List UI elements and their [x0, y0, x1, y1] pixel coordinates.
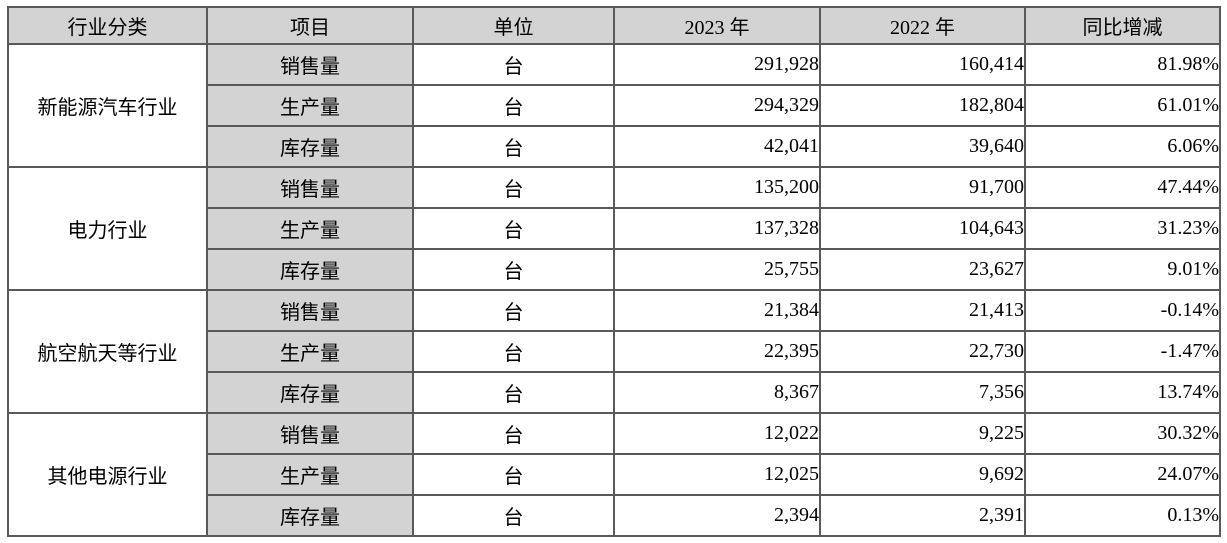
unit-cell: 台: [412, 125, 615, 168]
item-cell: 生产量: [206, 207, 414, 250]
industry-cell: 航空航天等行业: [7, 289, 208, 414]
table-row: 生产量 台 137,328 104,643 31.23%: [8, 207, 1221, 250]
industry-cell: 其他电源行业: [7, 412, 208, 537]
table-row: 电力行业 销售量 台 135,200 91,700 47.44%: [7, 166, 1221, 291]
item-cell: 销售量: [206, 166, 414, 209]
unit-cell: 台: [412, 453, 615, 496]
unit-cell: 台: [412, 84, 615, 127]
table-row: 库存量 台 8,367 7,356 13.74%: [8, 371, 1221, 414]
table-row: 库存量 台 25,755 23,627 9.01%: [8, 248, 1221, 291]
yoy-cell: 81.98%: [1024, 43, 1221, 86]
value-2023-cell: 135,200: [613, 166, 821, 209]
table-row: 生产量 台 22,395 22,730 -1.47%: [8, 330, 1221, 373]
item-cell: 销售量: [206, 412, 414, 455]
yoy-cell: 61.01%: [1024, 84, 1221, 127]
value-2023-cell: 291,928: [613, 43, 821, 86]
value-2023-cell: 22,395: [613, 330, 821, 373]
column-header-yoy: 同比增减: [1024, 6, 1221, 45]
industry-production-sales-table: 行业分类 项目 单位 2023 年 2022 年 同比增减 新能源汽车行业 销售…: [7, 6, 1221, 537]
value-2022-cell: 91,700: [819, 166, 1026, 209]
unit-cell: 台: [412, 412, 615, 455]
unit-cell: 台: [412, 330, 615, 373]
value-2022-cell: 9,692: [819, 453, 1026, 496]
yoy-cell: 13.74%: [1024, 371, 1221, 414]
column-header-2022: 2022 年: [819, 6, 1026, 45]
table-row: 新能源汽车行业 销售量 台 291,928 160,414 81.98%: [7, 43, 1221, 168]
table-header: 行业分类 项目 单位 2023 年 2022 年 同比增减: [7, 6, 1221, 45]
value-2023-cell: 12,022: [613, 412, 821, 455]
yoy-cell: 9.01%: [1024, 248, 1221, 291]
unit-cell: 台: [412, 371, 615, 414]
value-2022-cell: 104,643: [819, 207, 1026, 250]
value-2023-cell: 21,384: [613, 289, 821, 332]
table-row: 库存量 台 42,041 39,640 6.06%: [8, 125, 1221, 168]
value-2023-cell: 12,025: [613, 453, 821, 496]
table-row: 库存量 台 2,394 2,391 0.13%: [8, 494, 1221, 537]
yoy-cell: 0.13%: [1024, 494, 1221, 537]
value-2022-cell: 160,414: [819, 43, 1026, 86]
item-cell: 销售量: [206, 289, 414, 332]
value-2023-cell: 2,394: [613, 494, 821, 537]
industry-cell: 新能源汽车行业: [7, 43, 208, 168]
table-row: 航空航天等行业 销售量 台 21,384 21,413 -0.14%: [7, 289, 1221, 414]
header-row: 行业分类 项目 单位 2023 年 2022 年 同比增减: [7, 6, 1221, 45]
industry-cell: 电力行业: [7, 166, 208, 291]
yoy-cell: 31.23%: [1024, 207, 1221, 250]
unit-cell: 台: [412, 494, 615, 537]
item-cell: 库存量: [206, 125, 414, 168]
unit-cell: 台: [412, 248, 615, 291]
table-row: 生产量 台 294,329 182,804 61.01%: [8, 84, 1221, 127]
value-2022-cell: 22,730: [819, 330, 1026, 373]
value-2023-cell: 8,367: [613, 371, 821, 414]
value-2022-cell: 2,391: [819, 494, 1026, 537]
item-cell: 库存量: [206, 248, 414, 291]
value-2023-cell: 25,755: [613, 248, 821, 291]
item-cell: 生产量: [206, 84, 414, 127]
value-2022-cell: 23,627: [819, 248, 1026, 291]
table-row: 其他电源行业 销售量 台 12,022 9,225 30.32%: [7, 412, 1221, 537]
yoy-cell: -0.14%: [1024, 289, 1221, 332]
value-2022-cell: 21,413: [819, 289, 1026, 332]
column-header-industry: 行业分类: [7, 6, 208, 45]
value-2023-cell: 294,329: [613, 84, 821, 127]
value-2022-cell: 7,356: [819, 371, 1026, 414]
unit-cell: 台: [412, 289, 615, 332]
yoy-cell: 47.44%: [1024, 166, 1221, 209]
table-body: 新能源汽车行业 销售量 台 291,928 160,414 81.98% 生产量…: [7, 43, 1221, 537]
column-header-item: 项目: [206, 6, 414, 45]
item-cell: 销售量: [206, 43, 414, 86]
item-cell: 生产量: [206, 453, 414, 496]
yoy-cell: 30.32%: [1024, 412, 1221, 455]
value-2022-cell: 9,225: [819, 412, 1026, 455]
item-cell: 生产量: [206, 330, 414, 373]
table-row: 生产量 台 12,025 9,692 24.07%: [8, 453, 1221, 496]
value-2022-cell: 39,640: [819, 125, 1026, 168]
unit-cell: 台: [412, 43, 615, 86]
value-2023-cell: 42,041: [613, 125, 821, 168]
unit-cell: 台: [412, 207, 615, 250]
item-cell: 库存量: [206, 494, 414, 537]
yoy-cell: 6.06%: [1024, 125, 1221, 168]
column-header-unit: 单位: [412, 6, 615, 45]
item-cell: 库存量: [206, 371, 414, 414]
yoy-cell: 24.07%: [1024, 453, 1221, 496]
value-2022-cell: 182,804: [819, 84, 1026, 127]
yoy-cell: -1.47%: [1024, 330, 1221, 373]
column-header-2023: 2023 年: [613, 6, 821, 45]
unit-cell: 台: [412, 166, 615, 209]
value-2023-cell: 137,328: [613, 207, 821, 250]
